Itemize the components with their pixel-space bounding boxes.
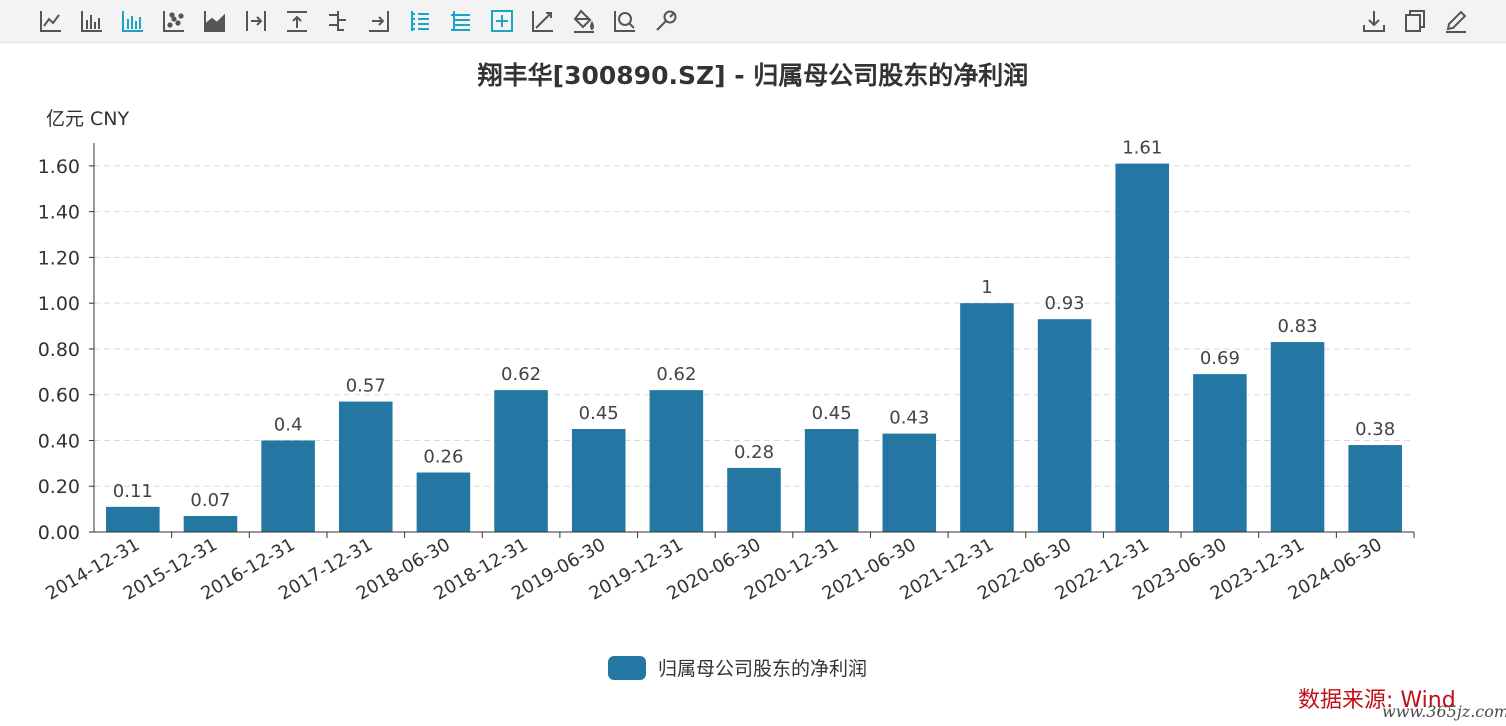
bar bbox=[261, 440, 315, 532]
value-label: 0.11 bbox=[113, 481, 153, 502]
zoom-icon[interactable] bbox=[611, 7, 639, 35]
legend[interactable]: 归属母公司股东的净利润 bbox=[608, 654, 867, 681]
value-label: 0.07 bbox=[190, 490, 230, 511]
list-left-icon[interactable] bbox=[406, 7, 434, 35]
bar bbox=[106, 506, 160, 532]
y-tick-label: 1.60 bbox=[38, 156, 80, 178]
value-label: 0.62 bbox=[656, 364, 696, 385]
value-label: 0.4 bbox=[274, 414, 303, 435]
bar bbox=[960, 303, 1014, 532]
legend-swatch bbox=[608, 655, 646, 680]
copy-icon[interactable] bbox=[1401, 7, 1429, 35]
bar bbox=[1348, 445, 1402, 532]
value-label: 0.38 bbox=[1355, 419, 1395, 440]
trend-line-icon[interactable] bbox=[529, 7, 557, 35]
y-tick-label: 1.20 bbox=[38, 247, 80, 269]
wrench-icon[interactable] bbox=[652, 7, 680, 35]
bar bbox=[416, 472, 471, 532]
y-tick-label: 1.40 bbox=[38, 202, 80, 224]
y-tick-label: 0.40 bbox=[38, 430, 80, 452]
download-icon[interactable] bbox=[1360, 7, 1388, 35]
value-label: 0.45 bbox=[579, 403, 619, 424]
bar bbox=[804, 429, 859, 532]
value-label: 0.28 bbox=[734, 442, 774, 463]
watermark-text: www.365jz.com bbox=[1382, 702, 1506, 721]
bar bbox=[1270, 342, 1325, 532]
scatter-icon[interactable] bbox=[160, 7, 188, 35]
bar bbox=[571, 429, 626, 532]
fill-bucket-icon[interactable] bbox=[570, 7, 598, 35]
value-label: 0.26 bbox=[423, 447, 463, 468]
add-box-icon[interactable] bbox=[488, 7, 516, 35]
bar bbox=[727, 467, 781, 532]
data-source-label: 数据来源: Wind bbox=[1298, 688, 1456, 713]
y-tick-label: 0.60 bbox=[38, 385, 80, 407]
bar bbox=[1037, 319, 1092, 532]
legend-label: 归属母公司股东的净利润 bbox=[658, 658, 868, 680]
value-label: 0.57 bbox=[346, 376, 386, 397]
bar bbox=[1193, 374, 1247, 532]
value-label: 0.43 bbox=[889, 408, 929, 429]
line-chart-icon[interactable] bbox=[37, 7, 65, 35]
y-tick-label: 0.20 bbox=[38, 476, 80, 498]
bar bbox=[649, 390, 704, 532]
x-axis-ticks: 2014-12-312015-12-312016-12-312017-12-31… bbox=[42, 532, 1415, 605]
value-label: 1 bbox=[981, 277, 992, 298]
bar bbox=[338, 401, 393, 532]
align-rows-icon[interactable] bbox=[324, 7, 352, 35]
y-tick-label: 1.00 bbox=[38, 293, 80, 315]
y-tick-label: 0.00 bbox=[38, 522, 80, 544]
y-axis-ticks: 0.00 0.20 0.40 0.60 0.80 1.00 1.20 1.40 1.60 bbox=[38, 156, 94, 544]
value-label: 0.69 bbox=[1200, 348, 1240, 369]
list-tree-icon[interactable] bbox=[447, 7, 475, 35]
bar bbox=[882, 433, 937, 532]
bar bbox=[183, 515, 238, 532]
value-label: 0.45 bbox=[812, 403, 852, 424]
stacked-bar-icon[interactable] bbox=[119, 7, 147, 35]
move-up-icon[interactable] bbox=[283, 7, 311, 35]
value-label: 0.62 bbox=[501, 364, 541, 385]
chart-toolbar bbox=[0, 0, 1506, 43]
bar-chart-icon[interactable] bbox=[78, 7, 106, 35]
move-end-icon[interactable] bbox=[365, 7, 393, 35]
value-labels: 0.11 0.07 0.4 0.57 0.26 0.62 0.45 0.62 0.28 0.45 0… bbox=[113, 138, 1395, 511]
bar bbox=[1115, 163, 1170, 532]
bars bbox=[106, 163, 1402, 532]
value-label: 1.61 bbox=[1122, 138, 1162, 159]
move-right-icon[interactable] bbox=[242, 7, 270, 35]
chart-title: 翔丰华[300890.SZ] - 归属母公司股东的净利润 bbox=[477, 61, 1029, 90]
bar bbox=[494, 390, 548, 532]
edit-icon[interactable] bbox=[1442, 7, 1470, 35]
value-label: 0.83 bbox=[1277, 316, 1317, 337]
y-tick-label: 0.80 bbox=[38, 339, 80, 361]
area-chart-icon[interactable] bbox=[201, 7, 229, 35]
y-axis-unit-label: 亿元 CNY bbox=[46, 108, 130, 130]
value-label: 0.93 bbox=[1045, 293, 1085, 314]
